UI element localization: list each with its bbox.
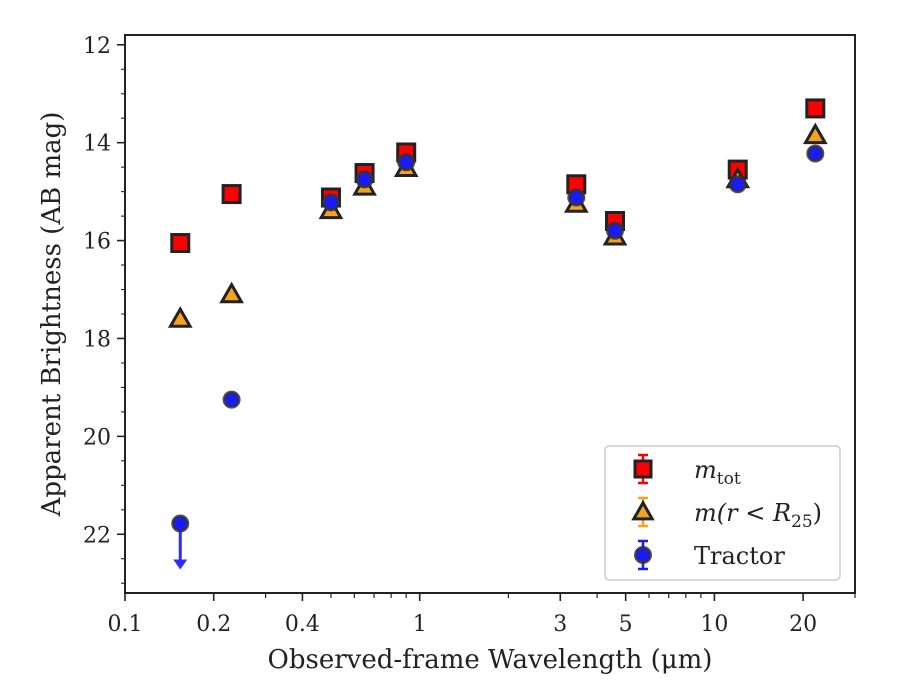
x-tick-label: 0.4 bbox=[285, 612, 320, 637]
x-tick-label: 0.2 bbox=[196, 612, 231, 637]
legend: mtot m(r < R25) Tractor bbox=[604, 445, 841, 581]
y-tick-label: 22 bbox=[83, 523, 111, 548]
y-tick-label: 16 bbox=[83, 230, 111, 255]
data-point bbox=[170, 233, 191, 254]
legend-label: Tractor bbox=[694, 542, 785, 570]
series-square bbox=[170, 98, 826, 254]
x-tick-label: 20 bbox=[789, 612, 817, 637]
legend-marker-triangle bbox=[631, 499, 655, 521]
legend-label: mtot bbox=[694, 456, 741, 489]
series-triangle bbox=[167, 122, 828, 328]
x-tick-label: 3 bbox=[553, 612, 567, 637]
legend-marker-square bbox=[633, 459, 653, 479]
legend-marker-circle bbox=[634, 546, 652, 564]
legend-label-main: m(r < R bbox=[694, 499, 791, 527]
x-tick-label: 5 bbox=[619, 612, 633, 637]
legend-label: m(r < R25) bbox=[694, 499, 822, 532]
y-tick-label: 18 bbox=[83, 327, 111, 352]
y-tick-label: 12 bbox=[83, 34, 111, 59]
upper-limit-arrow-head bbox=[173, 559, 188, 570]
x-tick-label: 10 bbox=[700, 612, 728, 637]
y-tick-label: 20 bbox=[83, 425, 111, 450]
x-axis-ticks: 0.1 0.2 0.4 1 3 5 10 20 bbox=[108, 593, 856, 637]
plot-area bbox=[167, 98, 828, 570]
legend-label-sub: 25 bbox=[791, 512, 813, 532]
data-point bbox=[802, 122, 828, 145]
y-axis-ticks: 12 14 16 18 20 22 bbox=[83, 34, 125, 584]
data-point bbox=[167, 306, 193, 328]
x-tick-label: 0.1 bbox=[108, 612, 143, 637]
data-point bbox=[219, 281, 244, 304]
series-circle bbox=[171, 144, 825, 570]
legend-label-sub: tot bbox=[717, 469, 741, 489]
data-point bbox=[805, 98, 826, 119]
legend-label-main: m bbox=[694, 456, 717, 484]
y-axis-label: Apparent Brightness (AB mag) bbox=[37, 112, 67, 518]
data-point bbox=[221, 184, 242, 205]
x-axis-label: Observed-frame Wavelength (μm) bbox=[268, 645, 713, 675]
y-tick-label: 14 bbox=[83, 132, 111, 157]
legend-label-end: ) bbox=[813, 499, 822, 527]
legend-box bbox=[604, 445, 841, 581]
x-tick-label: 1 bbox=[413, 612, 427, 637]
axes: 0.1 0.2 0.4 1 3 5 10 20 12 14 16 18 20 22 Observed-f… bbox=[37, 34, 856, 675]
